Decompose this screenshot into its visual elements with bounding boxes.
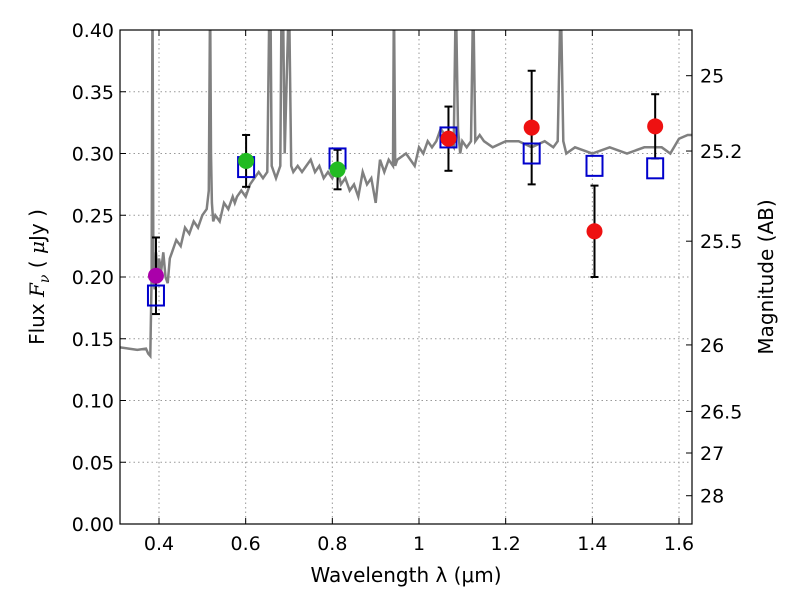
y-tick-label: 0.10 [72, 391, 114, 413]
mag-tick-label: 28 [700, 486, 724, 508]
observed-flux-point [523, 119, 540, 136]
y-label-var: F [25, 282, 49, 298]
x-tick-label: 1.4 [577, 533, 607, 555]
data-markers [146, 118, 665, 307]
plot-area [120, 30, 692, 360]
x-tick-label: 0.4 [144, 533, 174, 555]
mag-tick-label: 26.5 [700, 401, 742, 423]
mag-tick-label: 25 [700, 66, 724, 88]
y-tick-label: 0.35 [72, 82, 114, 104]
y-tick-label: 0.30 [72, 144, 114, 166]
observed-flux-point [147, 267, 164, 284]
y-tick-label: 0.25 [72, 205, 114, 227]
y-label-prefix: Flux [25, 297, 49, 345]
model-photometry-square [522, 142, 541, 165]
y2-axis-label: Magnitude (AB) [754, 199, 778, 354]
axis-ticks: 0.4 0.6 0.8 1 1.2 1.4 1.6 0.00 0.05 0.10 0.15 0.20 0… [72, 20, 743, 555]
observed-flux-point [440, 130, 457, 147]
x-axis-label: Wavelength λ (μm) [310, 563, 501, 587]
model-photometry-square [439, 126, 458, 149]
sed-model-line [120, 30, 692, 360]
model-photometry-square [585, 154, 604, 177]
observed-flux-point [647, 118, 664, 135]
y-label-paren: ( [25, 254, 49, 275]
x-tick-label: 1.2 [491, 533, 521, 555]
model-photometry-square [146, 284, 165, 307]
mag-tick-label: 25.5 [700, 231, 742, 253]
y-label-unit: Jy ) [25, 209, 49, 243]
y-label-mu: μ [25, 241, 49, 254]
observed-flux-point [238, 152, 255, 169]
grid-lines [120, 30, 692, 524]
y-axis-label: Flux Fν ( μJy ) [25, 209, 53, 345]
observed-flux-point [329, 161, 346, 178]
mag-tick-label: 26 [700, 335, 724, 357]
y-tick-label: 0.15 [72, 329, 114, 351]
y-label-subscript: ν [37, 274, 53, 283]
mag-tick-label: 25.2 [700, 141, 742, 163]
x-tick-label: 0.6 [231, 533, 261, 555]
y-tick-label: 0.20 [72, 267, 114, 289]
y-tick-label: 0.05 [72, 452, 114, 474]
observed-flux-point [586, 223, 603, 240]
mag-tick-label: 27 [700, 443, 724, 465]
x-tick-label: 1 [413, 533, 425, 555]
x-tick-label: 0.8 [317, 533, 347, 555]
x-tick-label: 1.6 [664, 533, 694, 555]
y-tick-label: 0.40 [72, 20, 114, 42]
model-photometry-square [646, 157, 665, 180]
y-tick-label: 0.00 [72, 514, 114, 536]
